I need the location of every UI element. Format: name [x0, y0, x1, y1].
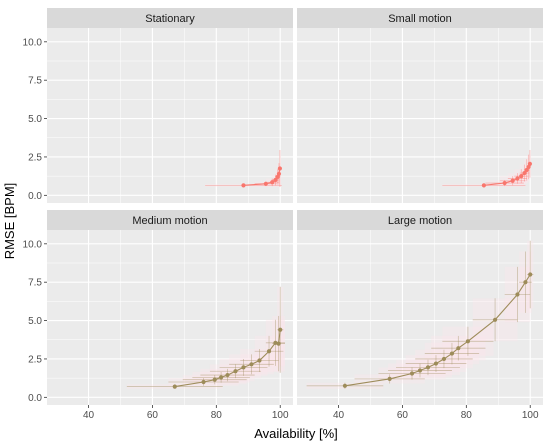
x-tick-label: 60 [147, 410, 159, 421]
facet-panel: Large motion [297, 210, 543, 405]
y-tick-label: 0.0 [28, 393, 42, 404]
data-point [481, 183, 486, 188]
data-point [249, 362, 254, 367]
data-point [342, 383, 348, 388]
facet-panel: Medium motion [47, 210, 293, 405]
x-tick-label: 80 [461, 410, 473, 421]
data-point [441, 356, 447, 362]
data-point [278, 327, 283, 332]
y-tick-label: 7.5 [28, 76, 42, 87]
facet-strip [47, 8, 293, 28]
facet-strip [297, 8, 543, 28]
data-point [277, 166, 283, 171]
facet-title: Stationary [145, 13, 195, 25]
facet-strip [47, 210, 293, 230]
facet-title: Large motion [388, 215, 452, 227]
series-layer [126, 286, 286, 389]
data-point [515, 292, 520, 297]
series-layer [306, 240, 534, 389]
y-tick-label: 2.5 [28, 152, 42, 163]
data-point [510, 178, 515, 183]
x-tick-label: 80 [211, 410, 223, 421]
data-point [201, 379, 206, 385]
data-point [257, 358, 262, 363]
data-point [270, 180, 275, 185]
data-point [241, 365, 246, 370]
data-point [456, 346, 461, 351]
data-point [433, 361, 439, 366]
x-tick-label: 40 [333, 410, 345, 421]
data-point [233, 369, 238, 374]
data-point [225, 372, 230, 378]
x-axis-title: Availability [%] [254, 426, 338, 441]
data-point [425, 365, 431, 370]
data-point [528, 272, 533, 277]
data-point [387, 376, 392, 382]
data-point [273, 177, 278, 183]
data-point [492, 317, 498, 322]
x-tick-label: 100 [522, 410, 539, 421]
data-point [502, 180, 507, 186]
series-layer [205, 150, 283, 188]
y-tick-label: 5.0 [28, 316, 42, 327]
plot-panel [47, 28, 293, 203]
facet-strip [297, 210, 543, 230]
data-point [409, 371, 415, 376]
y-tick-label: 5.0 [28, 114, 42, 125]
data-point [273, 340, 278, 345]
facet-title: Medium motion [132, 215, 207, 227]
data-point [449, 351, 455, 356]
y-axes: 0.0 2.5 5.0 7.5 10.0 0.0 2.5 5.0 7.5 10.0 [23, 37, 47, 404]
x-axes: 40 60 80 100 40 60 80 100 [83, 405, 539, 421]
data-point [465, 339, 471, 344]
facet-panel: Small motion [297, 8, 543, 203]
data-point [417, 368, 423, 373]
data-point [172, 384, 177, 389]
x-tick-label: 40 [83, 410, 95, 421]
y-tick-label: 10.0 [23, 239, 43, 250]
data-point [524, 167, 529, 173]
data-point [522, 170, 527, 176]
x-tick-label: 60 [397, 410, 409, 421]
data-point [219, 375, 224, 380]
facet-title: Small motion [388, 13, 452, 25]
y-tick-label: 0.0 [28, 191, 42, 202]
data-point [515, 176, 520, 181]
facet-panel: Stationary [47, 8, 293, 203]
y-tick-label: 10.0 [23, 37, 43, 48]
y-axis-title: RMSE [BPM] [2, 183, 17, 260]
data-point [266, 349, 272, 354]
facet-panels: Stationary Small motion Medium motion Large… [47, 8, 543, 405]
data-point [212, 377, 217, 382]
x-tick-label: 100 [272, 410, 289, 421]
data-point [276, 171, 282, 176]
y-tick-label: 7.5 [28, 278, 42, 289]
data-point [241, 183, 246, 188]
data-point [523, 280, 528, 285]
data-point [519, 174, 524, 179]
series-layer [442, 150, 533, 188]
data-point [276, 341, 281, 346]
data-point [263, 181, 268, 186]
y-tick-label: 2.5 [28, 354, 42, 365]
data-point [527, 161, 533, 166]
